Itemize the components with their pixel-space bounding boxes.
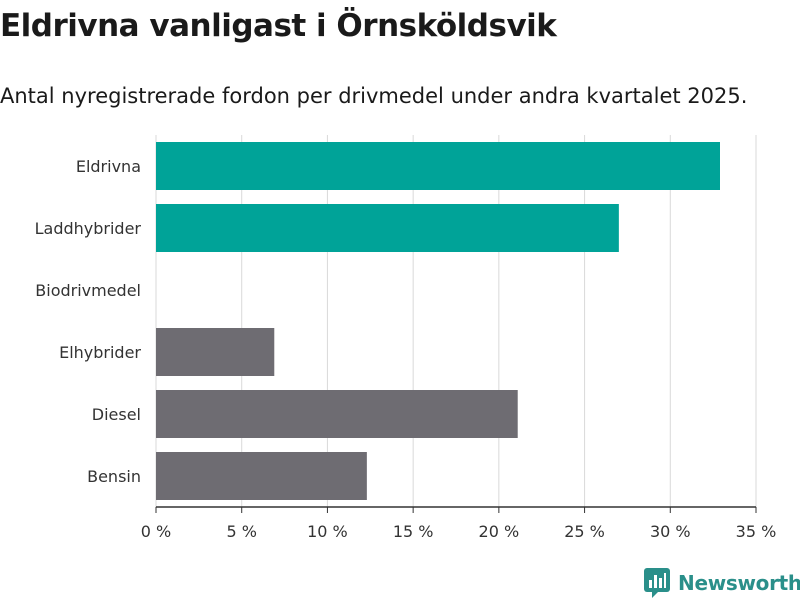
bar (156, 204, 619, 252)
category-label: Bensin (87, 467, 141, 486)
x-tick-label: 15 % (393, 522, 434, 541)
x-tick-label: 20 % (479, 522, 520, 541)
chart-subtitle: Antal nyregistrerade fordon per drivmede… (0, 84, 748, 108)
newsworthy-logo-text: Newsworthy (678, 571, 800, 595)
category-label: Elhybrider (59, 343, 141, 362)
x-tick-label: 30 % (650, 522, 691, 541)
x-tick-label: 35 % (736, 522, 777, 541)
x-tick-label: 25 % (564, 522, 605, 541)
bar (156, 390, 518, 438)
category-label: Diesel (92, 405, 141, 424)
bar (156, 328, 275, 376)
x-tick-label: 5 % (226, 522, 256, 541)
x-tick-label: 0 % (141, 522, 171, 541)
bar (156, 452, 367, 500)
chart-title: Eldrivna vanligast i Örnsköldsvik (0, 8, 557, 44)
category-label: Laddhybrider (35, 219, 142, 238)
x-tick-label: 10 % (307, 522, 348, 541)
category-label: Biodrivmedel (35, 281, 141, 300)
newsworthy-logo: Newsworthy (644, 568, 800, 598)
bar-chart: Eldrivna Laddhybrider Biodrivmedel Elhybrid… (35, 135, 777, 541)
category-label: Eldrivna (76, 157, 141, 176)
newsworthy-logo-icon (644, 568, 670, 598)
bar (156, 142, 720, 190)
